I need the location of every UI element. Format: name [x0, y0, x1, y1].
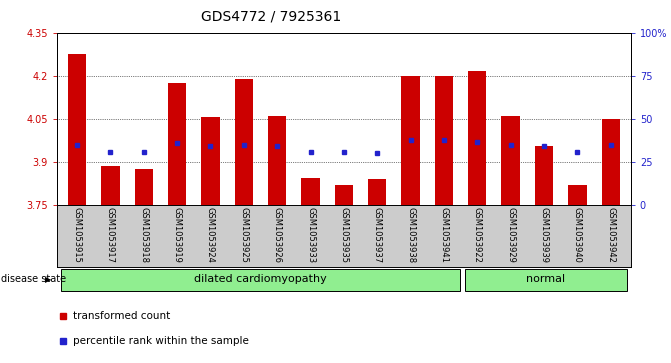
Text: ▶: ▶	[45, 275, 52, 284]
Text: GSM1053933: GSM1053933	[306, 207, 315, 263]
Text: GSM1053940: GSM1053940	[573, 207, 582, 263]
Text: GSM1053917: GSM1053917	[106, 207, 115, 263]
Text: percentile rank within the sample: percentile rank within the sample	[73, 336, 249, 346]
Bar	[68, 54, 86, 205]
Text: GSM1053924: GSM1053924	[206, 207, 215, 263]
Bar	[301, 178, 319, 205]
Text: GSM1053935: GSM1053935	[340, 207, 348, 263]
Text: GSM1053922: GSM1053922	[473, 207, 482, 263]
Text: transformed count: transformed count	[73, 310, 170, 321]
Text: GSM1053942: GSM1053942	[606, 207, 615, 263]
Bar	[464, 269, 627, 291]
Text: GSM1053918: GSM1053918	[140, 207, 148, 263]
Text: GSM1053938: GSM1053938	[406, 207, 415, 263]
Bar	[235, 79, 253, 205]
Text: GSM1053939: GSM1053939	[539, 207, 548, 263]
Text: GSM1053925: GSM1053925	[240, 207, 248, 263]
Bar	[168, 83, 187, 205]
Text: GSM1053937: GSM1053937	[373, 207, 382, 263]
Bar	[335, 185, 353, 205]
Text: GSM1053941: GSM1053941	[440, 207, 448, 263]
Bar	[568, 185, 586, 205]
Text: GSM1053915: GSM1053915	[72, 207, 82, 263]
Text: GSM1053919: GSM1053919	[172, 207, 182, 263]
Text: disease state: disease state	[1, 274, 66, 284]
Bar	[368, 179, 386, 205]
Bar	[268, 116, 287, 205]
Text: dilated cardiomyopathy: dilated cardiomyopathy	[194, 274, 327, 284]
Text: normal: normal	[526, 274, 565, 284]
Bar	[602, 119, 620, 205]
Bar	[135, 169, 153, 205]
Bar	[468, 72, 486, 205]
Bar	[435, 76, 453, 205]
Bar	[501, 116, 520, 205]
Bar	[101, 166, 119, 205]
Text: GSM1053926: GSM1053926	[272, 207, 282, 263]
Bar	[535, 146, 553, 205]
Bar	[61, 269, 460, 291]
Text: GSM1053929: GSM1053929	[506, 207, 515, 263]
Bar	[201, 118, 219, 205]
Bar	[401, 76, 420, 205]
Text: GDS4772 / 7925361: GDS4772 / 7925361	[201, 9, 342, 23]
